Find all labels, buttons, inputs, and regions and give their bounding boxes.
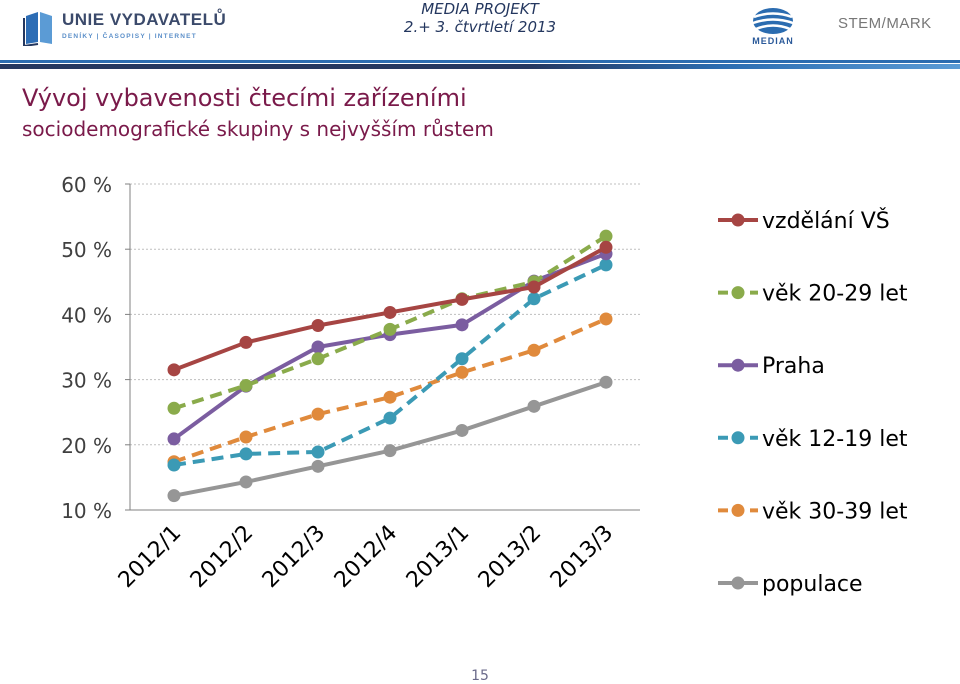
data-point <box>527 399 541 413</box>
data-point <box>599 229 613 243</box>
x-tick-label: 2013/2 <box>474 521 546 593</box>
median-logo: MEDIAN <box>745 6 801 46</box>
data-point <box>239 475 253 489</box>
legend-marker <box>731 503 745 517</box>
data-point <box>383 411 397 425</box>
data-point <box>311 340 325 354</box>
data-point <box>527 343 541 357</box>
data-point <box>311 445 325 459</box>
y-axis-ticks: 60 % 50 % 40 % 30 % 20 % 10 % <box>61 173 112 523</box>
project-period: 2.+ 3. čtvrtletí 2013 <box>403 18 557 36</box>
series-4 <box>167 312 613 469</box>
data-point <box>383 305 397 319</box>
legend-label: Praha <box>762 354 825 379</box>
data-point <box>383 390 397 404</box>
slide-header: UNIE VYDAVATELŮ DENÍKY | ČASOPISY | INTE… <box>0 0 960 70</box>
legend-marker <box>731 358 745 372</box>
legend-entry: věk 12-19 let <box>718 427 908 452</box>
data-point <box>311 459 325 473</box>
legend-label: věk 20-29 let <box>762 282 908 307</box>
median-label: MEDIAN <box>752 36 794 46</box>
y-tick-label: 60 % <box>61 173 112 197</box>
legend-entry: věk 20-29 let <box>718 282 908 307</box>
x-tick-label: 2012/1 <box>114 521 186 593</box>
data-point <box>527 280 541 294</box>
data-point <box>167 363 181 377</box>
legend-entry: věk 30-39 let <box>718 499 908 524</box>
x-tick-label: 2012/2 <box>186 521 258 593</box>
legend-entry: populace <box>718 572 863 597</box>
x-axis-ticks: 2012/1 2012/2 2012/3 2012/4 2013/1 2013/2 2013… <box>114 521 618 593</box>
y-tick-label: 30 % <box>61 369 112 393</box>
data-point <box>599 258 613 272</box>
y-tick-label: 20 % <box>61 434 112 458</box>
legend-entry: Praha <box>718 354 825 379</box>
data-point <box>167 489 181 503</box>
page-number: 15 <box>471 668 489 684</box>
y-tick-label: 50 % <box>61 238 112 262</box>
x-tick-label: 2012/4 <box>330 521 402 593</box>
data-point <box>167 458 181 472</box>
data-point <box>599 312 613 326</box>
header-divider <box>0 60 960 69</box>
chart-legend: vzdělání VŠ věk 20-29 let Praha věk 12-19 l… <box>718 208 908 597</box>
x-tick-label: 2013/1 <box>402 521 474 593</box>
data-point <box>527 292 541 306</box>
project-title-block: MEDIA PROJEKT 2.+ 3. čtvrtletí 2013 <box>380 0 580 36</box>
x-tick-label: 2013/3 <box>546 521 618 593</box>
legend-label: věk 12-19 let <box>762 427 908 452</box>
data-point <box>455 292 469 306</box>
data-point <box>239 447 253 461</box>
legend-label: populace <box>762 572 863 597</box>
chart-series <box>167 229 613 503</box>
data-point <box>455 423 469 437</box>
book-icon <box>23 12 52 46</box>
series-0 <box>167 240 613 377</box>
unie-vydavatelu-logo: UNIE VYDAVATELŮ DENÍKY | ČASOPISY | INTE… <box>22 6 226 48</box>
data-point <box>455 352 469 366</box>
y-tick-label: 40 % <box>61 303 112 327</box>
series-5 <box>167 375 613 503</box>
x-tick-label: 2012/3 <box>258 521 330 593</box>
data-point <box>455 365 469 379</box>
chart-axes <box>125 183 640 511</box>
legend-marker <box>731 431 745 445</box>
y-tick-label: 10 % <box>61 499 112 523</box>
data-point <box>239 335 253 349</box>
slide-title: Vývoj vybavenosti čtecími zařízeními <box>22 84 467 112</box>
data-point <box>167 432 181 446</box>
data-point <box>599 375 613 389</box>
data-point <box>599 240 613 254</box>
data-point <box>167 401 181 415</box>
legend-marker <box>731 576 745 590</box>
data-point <box>383 444 397 458</box>
data-point <box>383 322 397 336</box>
legend-entry: vzdělání VŠ <box>718 208 890 234</box>
data-point <box>311 352 325 366</box>
project-title: MEDIA PROJEKT <box>421 0 539 18</box>
series-3 <box>167 258 613 472</box>
stem-mark-logo: STEM/MARK <box>838 15 932 32</box>
data-point <box>239 430 253 444</box>
slide-subtitle: sociodemografické skupiny s nejvyšším rů… <box>22 117 494 141</box>
legend-label: vzdělání VŠ <box>762 208 890 234</box>
legend-label: věk 30-39 let <box>762 499 908 524</box>
legend-marker <box>731 286 745 300</box>
globe-icon <box>752 8 794 34</box>
series-line <box>173 263 607 467</box>
data-point <box>311 318 325 332</box>
series-1 <box>167 229 613 415</box>
data-point <box>239 378 253 392</box>
data-point <box>311 407 325 421</box>
legend-marker <box>731 213 745 227</box>
logo-name: UNIE VYDAVATELŮ <box>62 10 227 29</box>
series-line <box>173 234 608 411</box>
chart-grid <box>130 183 640 446</box>
logo-subtitle: DENÍKY | ČASOPISY | INTERNET <box>62 33 197 40</box>
data-point <box>455 318 469 332</box>
